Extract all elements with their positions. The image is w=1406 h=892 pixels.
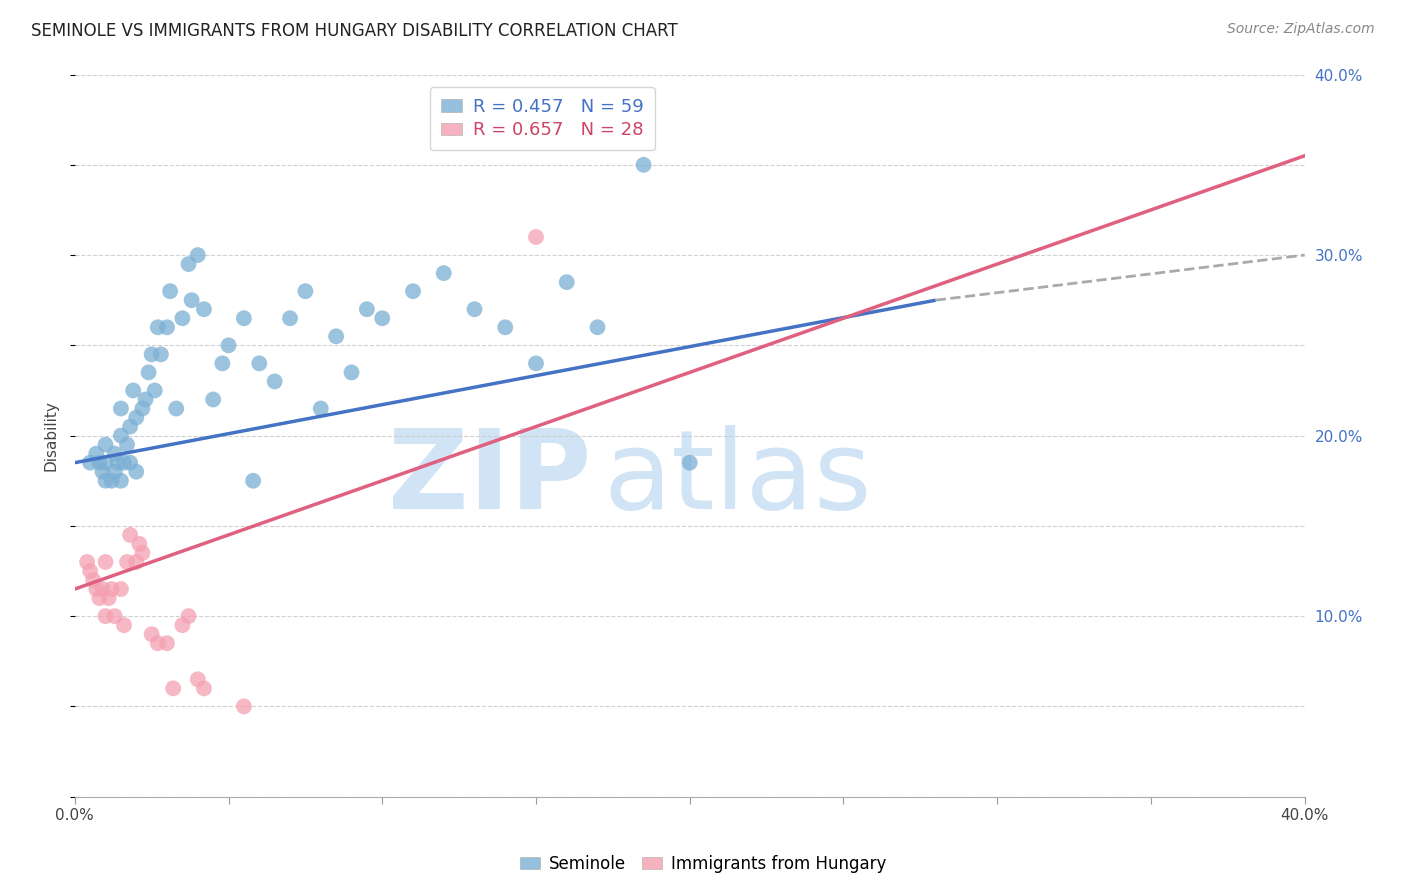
Point <box>149 347 172 361</box>
Point <box>110 582 132 596</box>
Point <box>122 384 145 398</box>
Point <box>232 311 254 326</box>
Text: atlas: atlas <box>603 425 872 533</box>
Point <box>100 474 122 488</box>
Point <box>187 673 209 687</box>
Point <box>79 564 101 578</box>
Point <box>172 618 194 632</box>
Point <box>633 158 655 172</box>
Point <box>120 419 142 434</box>
Point <box>159 284 181 298</box>
Point <box>325 329 347 343</box>
Point <box>97 591 120 605</box>
Point <box>146 636 169 650</box>
Point <box>180 293 202 308</box>
Point <box>679 456 702 470</box>
Y-axis label: Disability: Disability <box>44 401 58 471</box>
Point <box>165 401 187 416</box>
Point <box>187 248 209 262</box>
Legend: Seminole, Immigrants from Hungary: Seminole, Immigrants from Hungary <box>513 848 893 880</box>
Point <box>193 681 215 696</box>
Point <box>125 555 148 569</box>
Point <box>91 582 114 596</box>
Point <box>524 356 547 370</box>
Point <box>232 699 254 714</box>
Point <box>371 311 394 326</box>
Point <box>84 447 107 461</box>
Point <box>162 681 184 696</box>
Point <box>79 456 101 470</box>
Point <box>134 392 156 407</box>
Point <box>340 365 363 379</box>
Point <box>586 320 609 334</box>
Point <box>218 338 240 352</box>
Point <box>131 546 153 560</box>
Point <box>156 320 179 334</box>
Point <box>104 447 127 461</box>
Point <box>128 537 150 551</box>
Point <box>211 356 233 370</box>
Point <box>131 401 153 416</box>
Point <box>247 356 270 370</box>
Point <box>120 528 142 542</box>
Point <box>177 257 200 271</box>
Point <box>138 365 160 379</box>
Point <box>94 474 117 488</box>
Point <box>89 456 111 470</box>
Point <box>141 627 163 641</box>
Text: ZIP: ZIP <box>388 425 592 533</box>
Point <box>100 582 122 596</box>
Point <box>433 266 456 280</box>
Point <box>156 636 179 650</box>
Point <box>146 320 169 334</box>
Point <box>143 384 166 398</box>
Point <box>263 375 285 389</box>
Point <box>278 311 301 326</box>
Point <box>94 609 117 624</box>
Text: SEMINOLE VS IMMIGRANTS FROM HUNGARY DISABILITY CORRELATION CHART: SEMINOLE VS IMMIGRANTS FROM HUNGARY DISA… <box>31 22 678 40</box>
Point <box>524 230 547 244</box>
Legend: R = 0.457   N = 59, R = 0.657   N = 28: R = 0.457 N = 59, R = 0.657 N = 28 <box>430 87 655 150</box>
Point <box>115 437 138 451</box>
Point <box>84 582 107 596</box>
Point <box>91 465 114 479</box>
Point <box>112 456 135 470</box>
Point <box>356 302 378 317</box>
Point <box>172 311 194 326</box>
Point <box>115 555 138 569</box>
Point <box>110 401 132 416</box>
Point <box>402 284 425 298</box>
Point <box>463 302 485 317</box>
Point <box>494 320 516 334</box>
Point <box>242 474 264 488</box>
Point <box>94 437 117 451</box>
Point <box>104 465 127 479</box>
Point <box>76 555 98 569</box>
Text: Source: ZipAtlas.com: Source: ZipAtlas.com <box>1227 22 1375 37</box>
Point <box>110 474 132 488</box>
Point <box>104 609 127 624</box>
Point <box>193 302 215 317</box>
Point <box>82 573 104 587</box>
Point <box>202 392 225 407</box>
Point <box>294 284 316 298</box>
Point <box>120 456 142 470</box>
Point <box>309 401 332 416</box>
Point <box>89 591 111 605</box>
Point <box>141 347 163 361</box>
Point <box>94 555 117 569</box>
Point <box>125 410 148 425</box>
Point <box>177 609 200 624</box>
Point <box>110 428 132 442</box>
Point <box>125 465 148 479</box>
Point <box>555 275 578 289</box>
Point <box>112 618 135 632</box>
Point <box>94 456 117 470</box>
Point <box>107 456 129 470</box>
